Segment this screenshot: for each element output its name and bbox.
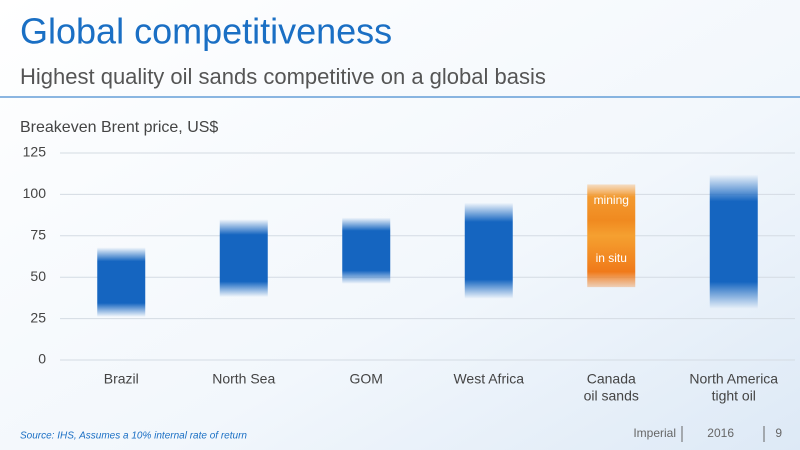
- range-bar: [464, 202, 513, 299]
- y-tick-label: 0: [38, 351, 46, 367]
- x-tick-label: North America: [689, 371, 778, 387]
- range-bar: [709, 174, 758, 309]
- y-tick-label: 100: [23, 185, 47, 201]
- y-tick-label: 125: [23, 144, 47, 160]
- subtitle: Highest quality oil sands competitive on…: [20, 64, 546, 89]
- y-tick-label: 25: [30, 309, 46, 325]
- x-tick-label: Canada: [587, 371, 636, 387]
- range-bar: [97, 247, 146, 317]
- y-axis-label: Breakeven Brent price, US$: [20, 119, 218, 136]
- x-tick-label: North Sea: [212, 371, 275, 387]
- annotation: mining: [594, 193, 629, 207]
- annotation: in situ: [596, 251, 627, 265]
- year: 2016: [707, 426, 734, 440]
- y-tick-label: 50: [30, 268, 46, 284]
- range-bar: [587, 184, 636, 288]
- company: Imperial: [633, 426, 676, 440]
- source: Source: IHS, Assumes a 10% internal rate…: [20, 431, 247, 442]
- range-bar: [219, 219, 268, 298]
- x-tick-label: GOM: [350, 371, 383, 387]
- title: Global competitiveness: [20, 11, 392, 52]
- y-tick-label: 75: [30, 227, 46, 243]
- range-bar: [342, 217, 391, 284]
- x-tick-label: tight oil: [712, 388, 756, 404]
- page-number: 9: [775, 426, 782, 440]
- x-tick-label: Brazil: [104, 371, 139, 387]
- x-tick-label: oil sands: [584, 388, 639, 404]
- x-tick-label: West Africa: [453, 371, 524, 387]
